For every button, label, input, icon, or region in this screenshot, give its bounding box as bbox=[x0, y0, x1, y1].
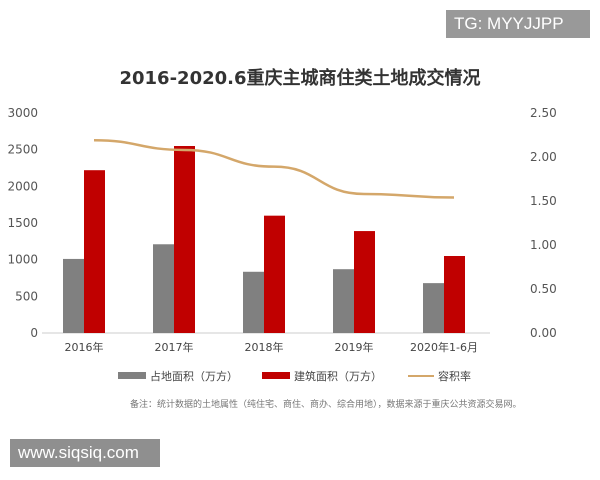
bar-building-area bbox=[264, 215, 285, 333]
watermark-bottom: www.siqsiq.com bbox=[10, 439, 160, 467]
y-right-tick-label: 0.00 bbox=[530, 326, 557, 340]
legend-swatch-building bbox=[262, 372, 290, 379]
x-tick-label: 2016年 bbox=[65, 340, 104, 354]
legend-swatch-land bbox=[118, 372, 146, 379]
legend-label-ratio: 容积率 bbox=[438, 369, 471, 383]
x-tick-label: 2020年1-6月 bbox=[410, 340, 478, 354]
y-right-tick-label: 2.00 bbox=[530, 150, 557, 164]
bar-building-area bbox=[84, 170, 105, 333]
chart-title: 2016-2020.6重庆主城商住类土地成交情况 bbox=[119, 67, 480, 89]
y-right-tick-label: 0.50 bbox=[530, 282, 557, 296]
x-tick-label: 2018年 bbox=[245, 340, 284, 354]
bar-land-area bbox=[153, 244, 174, 333]
y-left-tick-label: 2500 bbox=[7, 143, 38, 157]
legend-label-building: 建筑面积（万方） bbox=[294, 369, 382, 383]
legend-label-land: 占地面积（万方） bbox=[150, 369, 238, 383]
y-right-tick-label: 2.50 bbox=[530, 106, 557, 120]
chart-note: 备注：统计数据的土地属性（纯住宅、商住、商办、综合用地），数据来源于重庆公共资源… bbox=[130, 398, 522, 410]
y-left-tick-label: 2000 bbox=[7, 179, 38, 193]
bar-building-area bbox=[444, 256, 465, 333]
y-right-tick-label: 1.50 bbox=[530, 194, 557, 208]
bar-land-area bbox=[423, 283, 444, 333]
legend: 占地面积（万方） 建筑面积（万方） 容积率 bbox=[118, 369, 471, 383]
x-tick-label: 2019年 bbox=[335, 340, 374, 354]
line-plot-ratio bbox=[93, 139, 455, 199]
x-tick-label: 2017年 bbox=[155, 340, 194, 354]
y-left-tick-label: 0 bbox=[30, 326, 38, 340]
y-left-tick-label: 1000 bbox=[7, 253, 38, 267]
watermark-top: TG: MYYJJPP bbox=[446, 10, 590, 38]
y-left-tick-label: 500 bbox=[15, 289, 38, 303]
y-left-tick-label: 3000 bbox=[7, 106, 38, 120]
bar-land-area bbox=[333, 269, 354, 333]
bar-land-area bbox=[63, 258, 84, 333]
bar-building-area bbox=[174, 146, 195, 333]
y-right-tick-label: 1.00 bbox=[530, 238, 557, 252]
bar-building-area bbox=[354, 231, 375, 333]
bar-land-area bbox=[243, 271, 264, 333]
y-left-tick-label: 1500 bbox=[7, 216, 38, 230]
